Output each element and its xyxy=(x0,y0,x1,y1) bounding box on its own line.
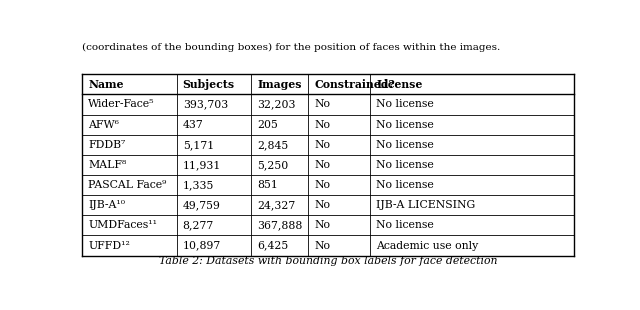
Text: No: No xyxy=(314,120,330,130)
Text: No license: No license xyxy=(376,160,434,170)
Text: No: No xyxy=(314,160,330,170)
Text: No: No xyxy=(314,241,330,250)
Text: IJB-A LICENSING: IJB-A LICENSING xyxy=(376,200,476,210)
Text: No license: No license xyxy=(376,140,434,150)
Text: License: License xyxy=(376,79,422,90)
Text: 10,897: 10,897 xyxy=(182,241,221,250)
Text: Wider-Face⁵: Wider-Face⁵ xyxy=(88,100,155,109)
Text: UMDFaces¹¹: UMDFaces¹¹ xyxy=(88,220,157,230)
Text: 367,888: 367,888 xyxy=(257,220,303,230)
Text: Academic use only: Academic use only xyxy=(376,241,478,250)
Text: 5,250: 5,250 xyxy=(257,160,289,170)
Text: 1,335: 1,335 xyxy=(182,180,214,190)
Text: No: No xyxy=(314,180,330,190)
Text: 393,703: 393,703 xyxy=(182,100,228,109)
Text: Constrained?: Constrained? xyxy=(314,79,395,90)
Text: No: No xyxy=(314,100,330,109)
Text: No: No xyxy=(314,220,330,230)
Text: 24,327: 24,327 xyxy=(257,200,295,210)
Text: 49,759: 49,759 xyxy=(182,200,221,210)
Text: Table 2: Datasets with bounding box labels for face detection: Table 2: Datasets with bounding box labe… xyxy=(159,256,497,266)
Text: No: No xyxy=(314,140,330,150)
Text: 11,931: 11,931 xyxy=(182,160,221,170)
Text: IJB-A¹⁰: IJB-A¹⁰ xyxy=(88,200,125,210)
Text: UFFD¹²: UFFD¹² xyxy=(88,241,131,250)
Text: FDDB⁷: FDDB⁷ xyxy=(88,140,126,150)
Text: No license: No license xyxy=(376,120,434,130)
Text: Images: Images xyxy=(257,79,301,90)
Text: No license: No license xyxy=(376,220,434,230)
Text: 6,425: 6,425 xyxy=(257,241,289,250)
Text: 205: 205 xyxy=(257,120,278,130)
Text: 32,203: 32,203 xyxy=(257,100,296,109)
Text: No license: No license xyxy=(376,100,434,109)
Text: 8,277: 8,277 xyxy=(182,220,214,230)
Text: No license: No license xyxy=(376,180,434,190)
Text: 437: 437 xyxy=(182,120,204,130)
Text: MALF⁸: MALF⁸ xyxy=(88,160,127,170)
Text: (coordinates of the bounding boxes) for the position of faces within the images.: (coordinates of the bounding boxes) for … xyxy=(83,43,500,52)
Text: 5,171: 5,171 xyxy=(182,140,214,150)
Text: Subjects: Subjects xyxy=(182,79,235,90)
Text: Name: Name xyxy=(88,79,124,90)
Text: No: No xyxy=(314,200,330,210)
Text: PASCAL Face⁹: PASCAL Face⁹ xyxy=(88,180,167,190)
Text: 2,845: 2,845 xyxy=(257,140,289,150)
Text: 851: 851 xyxy=(257,180,278,190)
Text: AFW⁶: AFW⁶ xyxy=(88,120,119,130)
